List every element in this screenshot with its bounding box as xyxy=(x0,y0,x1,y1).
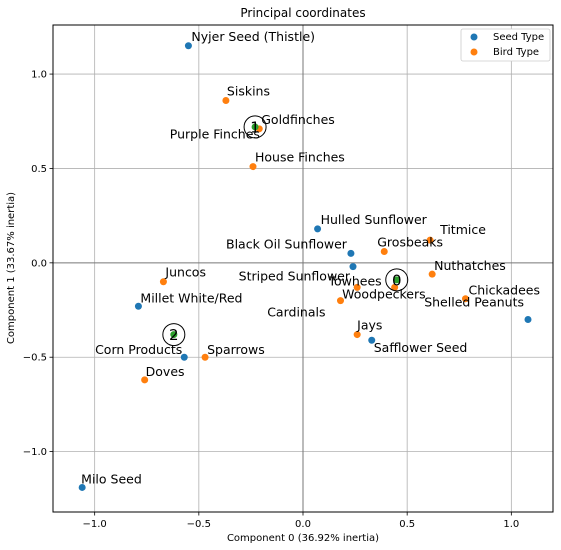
x-tick-label: −0.5 xyxy=(187,519,211,530)
point-label-house-finches: House Finches xyxy=(255,150,345,165)
bird-point-nuthatches xyxy=(428,270,436,278)
zero-lines xyxy=(53,25,553,512)
bird-point-towhees xyxy=(391,283,399,291)
x-tick-label: 0.0 xyxy=(295,519,311,530)
legend-label-bird-type: Bird Type xyxy=(493,47,539,58)
cluster-centroid-1 xyxy=(251,123,259,131)
point-label-hulled-sunflower: Hulled Sunflower xyxy=(321,212,428,227)
point-label-woodpeckers: Woodpeckers xyxy=(342,286,426,301)
legend-label-seed-type: Seed Type xyxy=(493,32,544,43)
point-label-sparrows: Sparrows xyxy=(207,342,265,357)
chart-title: Principal coordinates xyxy=(240,6,365,20)
y-axis-title: Component 1 (33.67% inertia) xyxy=(6,192,17,344)
seed-point-shelled-peanuts xyxy=(524,315,532,323)
point-label-black-oil-sunflower: Black Oil Sunflower xyxy=(226,236,348,251)
point-label-cardinals: Cardinals xyxy=(267,305,325,320)
seed-point-corn-products xyxy=(180,353,188,361)
point-label-corn-products: Corn Products xyxy=(95,342,182,357)
point-label-juncos: Juncos xyxy=(164,265,206,280)
ticks-layer: −1.0 −0.5 0.0 0.5 1.0 −1.0 −0.5 0.0 0.5 1.0 xyxy=(23,70,520,530)
point-label-shelled-peanuts: Shelled Peanuts xyxy=(424,294,524,309)
point-label-siskins: Siskins xyxy=(227,84,270,99)
points-layer xyxy=(78,42,532,491)
point-label-milo-seed: Milo Seed xyxy=(81,471,142,486)
x-axis-title: Component 0 (36.92% inertia) xyxy=(227,533,379,544)
y-tick-label: 0.5 xyxy=(31,164,47,175)
seed-point-millet-white-red xyxy=(134,302,142,310)
point-label-nuthatches: Nuthatches xyxy=(434,258,506,273)
bird-point-house-finches xyxy=(249,163,257,171)
y-tick-label: −0.5 xyxy=(23,353,47,364)
bird-point-siskins xyxy=(222,97,230,105)
point-label-millet-white-red: Millet White/Red xyxy=(140,290,242,305)
bird-point-grosbeaks xyxy=(380,248,388,256)
bird-point-jays xyxy=(353,331,361,339)
point-label-nyjer-seed-thistle: Nyjer Seed (Thistle) xyxy=(191,29,315,44)
cluster-label-0: 0 xyxy=(392,271,402,289)
legend-marker-bird-type xyxy=(470,48,478,56)
x-tick-label: 0.5 xyxy=(399,519,415,530)
bird-point-chickadees xyxy=(462,295,469,303)
seed-point-hulled-sunflower xyxy=(314,225,322,233)
cluster-centroid-0 xyxy=(393,276,401,284)
point-label-titmice: Titmice xyxy=(439,222,486,237)
point-label-doves: Doves xyxy=(146,364,185,379)
point-label-striped-sunflower: Striped Sunflower xyxy=(239,269,351,284)
x-tick-label: −1.0 xyxy=(83,519,107,530)
bird-point-sparrows xyxy=(201,353,209,361)
seed-point-nyjer-seed-thistle xyxy=(184,42,192,50)
point-label-chickadees: Chickadees xyxy=(469,283,541,298)
seed-point-safflower-seed xyxy=(368,336,376,344)
point-label-purple-finches: Purple Finches xyxy=(170,127,260,142)
labels-layer: Nyjer Seed (Thistle) Hulled Sunflower Blac… xyxy=(81,29,540,487)
seed-point-striped-sunflower xyxy=(349,263,357,271)
cluster-centroid-2 xyxy=(170,331,178,339)
seed-point-milo-seed xyxy=(78,483,86,491)
bird-point-woodpeckers xyxy=(353,283,361,291)
bird-point-juncos xyxy=(159,278,167,286)
y-tick-label: 0.0 xyxy=(31,258,47,269)
y-tick-label: −1.0 xyxy=(23,447,47,458)
y-tick-label: 1.0 xyxy=(31,70,47,81)
point-label-jays: Jays xyxy=(356,318,382,333)
cluster-ring-1 xyxy=(243,115,267,139)
point-label-goldfinches: Goldfinches xyxy=(261,112,335,127)
bird-point-cardinals xyxy=(337,297,344,305)
cluster-label-1: 1 xyxy=(250,118,260,136)
point-label-towhees: Towhees xyxy=(327,273,381,288)
clusters-layer: 0 1 2 xyxy=(162,115,409,347)
legend-marker-seed-type xyxy=(470,33,478,41)
point-label-grosbeaks: Grosbeaks xyxy=(377,235,443,250)
x-tick-label: 1.0 xyxy=(503,519,519,530)
legend-box xyxy=(460,28,551,62)
cluster-ring-0 xyxy=(385,268,409,292)
bird-point-titmice xyxy=(426,236,434,244)
cluster-ring-2 xyxy=(162,323,186,347)
seed-point-black-oil-sunflower xyxy=(347,249,355,257)
point-label-safflower-seed: Safflower Seed xyxy=(374,340,468,355)
cluster-label-2: 2 xyxy=(169,326,179,344)
legend: Seed Type Bird Type xyxy=(460,28,551,62)
bird-point-doves xyxy=(141,376,149,384)
